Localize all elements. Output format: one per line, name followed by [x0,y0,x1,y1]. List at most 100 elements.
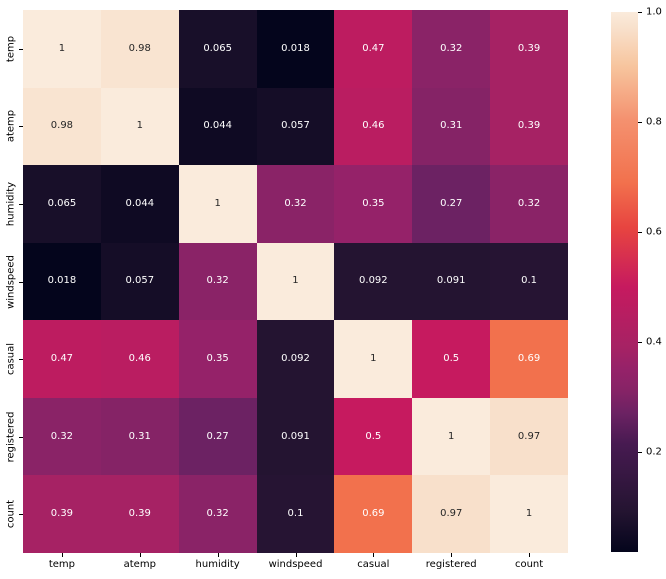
y-tick-mark [19,436,23,438]
cell-annotation: 0.5 [365,430,382,442]
heatmap-cell: 0.1 [256,475,335,553]
heatmap-cell: 0.39 [490,10,568,88]
heatmap-cell: 1 [256,242,335,321]
x-tick-label: atemp [123,559,156,570]
heatmap-cell: 0.091 [412,242,491,321]
cell-annotation: 0.32 [206,275,229,287]
cell-annotation: 1 [136,120,143,132]
colorbar-tick-label: 0.4 [646,336,662,348]
heatmap-cell: 0.32 [23,397,101,476]
cell-annotation: 0.091 [281,430,310,442]
heatmap-cell: 0.47 [334,10,413,88]
cell-annotation: 0.39 [517,120,541,132]
x-tick-mark [373,553,375,557]
cell-annotation: 0.065 [203,42,232,54]
y-tick-label: count [5,500,17,529]
heatmap-cell: 0.47 [23,320,101,398]
heatmap-cell: 0.35 [334,165,413,243]
heatmap-cell: 0.5 [412,320,491,398]
heatmap-cell: 0.32 [490,165,568,243]
cell-annotation: 0.27 [206,430,229,442]
heatmap-cell: 0.065 [23,165,101,243]
cell-annotation: 0.065 [47,197,77,209]
heatmap-cell: 0.39 [23,475,101,553]
cell-annotation: 0.092 [359,275,388,287]
cell-annotation: 0.044 [203,120,232,132]
heatmap-cell: 0.32 [256,165,335,243]
cell-annotation: 0.092 [281,353,310,365]
colorbar-tick-label: 0.8 [646,116,662,128]
heatmap-cell: 1 [334,320,413,398]
heatmap-cell: 0.1 [490,242,568,321]
x-tick-label: temp [48,559,76,570]
heatmap-cell: 0.057 [100,242,179,321]
heatmap-cell: 0.018 [23,242,101,321]
cell-annotation: 0.32 [517,197,541,209]
x-tick-mark [295,553,297,557]
heatmap-cell: 0.97 [412,475,491,553]
y-tick-label: casual [5,343,17,376]
heatmap-cell: 0.46 [334,87,413,166]
heatmap-cell: 0.092 [256,320,335,398]
cell-annotation: 0.39 [517,42,541,54]
cell-annotation: 0.47 [50,353,74,365]
y-tick-label: atemp [5,110,17,143]
x-tick-mark [217,553,219,557]
heatmap-cell: 0.057 [256,87,335,166]
cell-annotation: 0.97 [440,508,463,520]
x-tick-mark [529,553,531,557]
y-tick-mark [19,281,23,283]
cell-annotation: 0.091 [436,275,466,287]
heatmap-cell: 0.065 [178,10,257,88]
y-tick-mark [19,126,23,128]
cell-annotation: 0.39 [128,508,151,520]
colorbar-tick-label: 0.2 [646,446,662,458]
heatmap-cell: 0.98 [100,10,179,88]
cell-annotation: 0.98 [128,42,151,54]
heatmap-cell: 0.35 [178,320,257,398]
cell-annotation: 0.057 [281,120,310,132]
cell-annotation: 1 [214,197,221,209]
heatmap-cell: 1 [23,10,101,88]
x-tick-label: windspeed [268,559,323,570]
x-tick-label: humidity [195,559,240,570]
heatmap-cell: 0.69 [490,320,568,398]
y-tick-label: humidity [5,181,17,227]
cell-annotation: 0.46 [128,353,151,365]
heatmap-grid: 1 0.98 0.065 0.018 0.47 0.32 0.39 0.98 1 0.044 0.0… [23,10,568,553]
y-tick-label: registered [5,411,17,463]
cell-annotation: 1 [525,508,533,520]
heatmap-cell: 1 [100,87,179,166]
heatmap-cell: 0.044 [100,165,179,243]
colorbar-tick-mark [638,12,642,13]
y-tick-label: temp [5,35,17,62]
heatmap-cell: 0.044 [178,87,257,166]
y-tick-mark [19,203,23,205]
x-tick-label: casual [357,559,390,570]
cell-annotation: 0.32 [284,197,307,209]
cell-annotation: 1 [58,42,66,54]
heatmap-cell: 0.32 [178,475,257,553]
cell-annotation: 0.044 [125,197,155,209]
cell-annotation: 0.31 [440,120,463,132]
cell-annotation: 0.35 [362,197,385,209]
heatmap-cell: 0.46 [100,320,179,398]
y-tick-label: windspeed [5,254,17,309]
heatmap-cell: 0.39 [490,87,568,166]
heatmap-cell: 1 [178,165,257,243]
cell-annotation: 0.69 [517,353,541,365]
cell-annotation: 0.5 [443,353,460,365]
heatmap-cell: 0.32 [412,10,491,88]
cell-annotation: 0.057 [125,275,155,287]
cell-annotation: 0.39 [50,508,74,520]
colorbar [611,12,638,552]
cell-annotation: 0.31 [128,430,151,442]
heatmap-cell: 0.5 [334,397,413,476]
cell-annotation: 1 [448,430,455,442]
y-tick-mark [19,514,23,516]
cell-annotation: 0.47 [362,42,385,54]
heatmap-cell: 0.32 [178,242,257,321]
colorbar-tick-label: 0.6 [646,226,662,238]
cell-annotation: 0.1 [521,275,538,287]
cell-annotation: 0.27 [440,197,463,209]
